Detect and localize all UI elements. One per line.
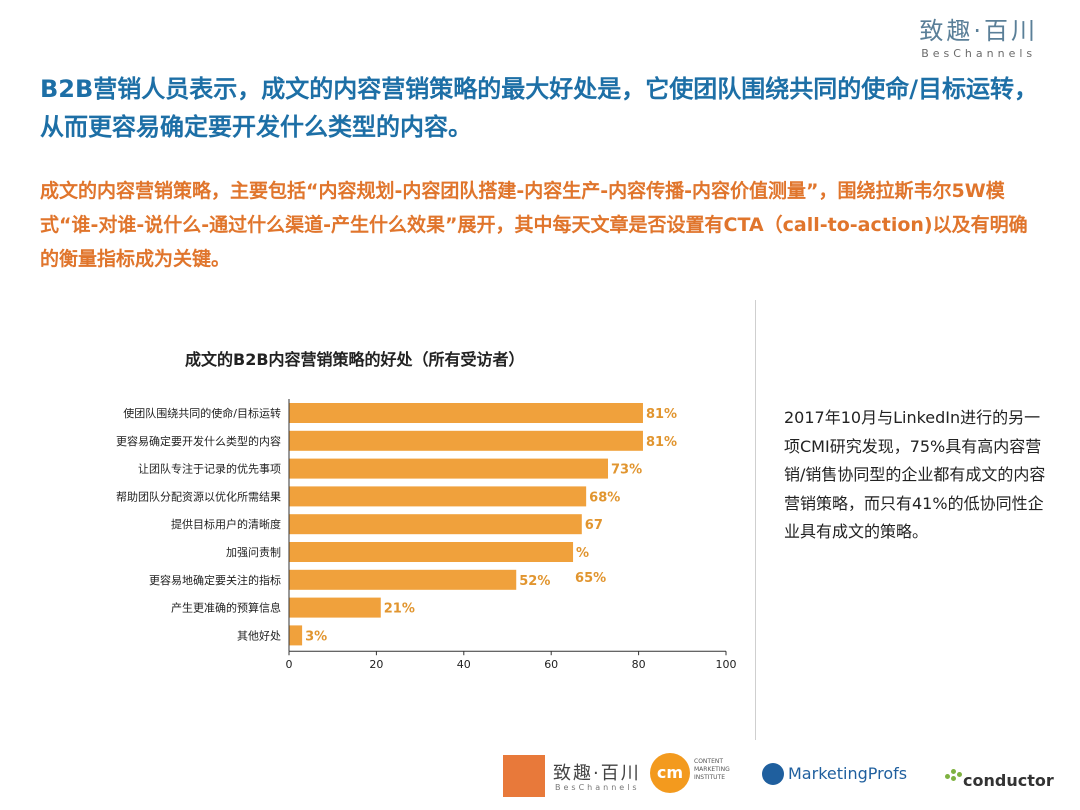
category-label: 产生更准确的预算信息	[171, 601, 281, 615]
category-label: 提供目标用户的清晰度	[171, 517, 281, 531]
bar-chart: 使团队围绕共同的使命/目标运转 81% 更容易确定要开发什么类型的内容 81% 让团队专…	[116, 399, 737, 670]
category-label: 帮助团队分配资源以优化所需结果	[116, 489, 281, 503]
globe-icon	[762, 763, 784, 785]
cmi-text-line: MARKETING	[694, 766, 730, 773]
category-label: 更容易地确定要关注的指标	[149, 573, 281, 587]
brand-name-cn: 致趣·百川	[919, 17, 1038, 45]
bar	[289, 569, 517, 590]
brand-logo-top: 致趣·百川 BesChannels	[919, 16, 1038, 62]
vertical-divider	[755, 300, 756, 740]
x-tick-label: 80	[632, 658, 646, 670]
category-label: 让团队专注于记录的优先事项	[138, 462, 281, 476]
cmi-text-line: CONTENT	[694, 758, 724, 765]
category-label: 加强问责制	[226, 546, 281, 559]
data-label: 67	[585, 518, 603, 533]
data-label: %	[576, 546, 589, 561]
conductor-text: conductor	[963, 771, 1054, 790]
chart-title: 成文的B2B内容营销策略的好处（所有受访者）	[185, 350, 525, 369]
x-tick-label: 60	[544, 658, 558, 670]
category-label: 其他好处	[237, 628, 281, 642]
bar	[289, 625, 303, 646]
x-tick-label: 100	[716, 658, 737, 670]
cmi-text-line: INSTITUTE	[694, 774, 726, 781]
beschannels-logo-cn: 致趣·百川	[553, 763, 641, 784]
subline: 成文的内容营销策略，主要包括“内容规划-内容团队搭建-内容生产-内容传播-内容价…	[40, 180, 1028, 270]
x-tick-label: 0	[286, 658, 293, 670]
x-tick-label: 40	[457, 658, 471, 670]
beschannels-logo-en: BesChannels	[555, 783, 640, 792]
data-label: 81%	[646, 435, 677, 450]
headline: B2B营销人员表示，成文的内容营销策略的最大好处是，它使团队围绕共同的使命/目标…	[40, 75, 1039, 141]
category-label: 使团队围绕共同的使命/目标运转	[123, 406, 281, 420]
data-label: 3%	[305, 629, 327, 644]
marketingprofs-text: MarketingProfs	[788, 764, 908, 783]
bar	[289, 542, 574, 562]
data-label: 21%	[384, 602, 415, 617]
conductor-dots-icon	[945, 769, 963, 783]
annotation-label: 65%	[575, 571, 606, 586]
data-label: 52%	[519, 574, 550, 589]
data-label: 68%	[589, 490, 620, 505]
bar	[289, 597, 381, 618]
x-tick-label: 20	[369, 658, 383, 670]
category-label: 更容易确定要开发什么类型的内容	[116, 434, 281, 448]
bar	[289, 403, 643, 423]
bar	[289, 514, 582, 535]
cmi-mark-icon: cm	[650, 753, 690, 793]
brand-name-en: BesChannels	[921, 47, 1037, 60]
side-note: 2017年10月与LinkedIn进行的另一项CMI研究发现，75%具有高内容营…	[784, 408, 1046, 541]
bar	[289, 458, 609, 479]
data-label: 81%	[646, 407, 677, 422]
bar	[289, 430, 643, 451]
data-label: 73%	[611, 463, 642, 478]
cmi-logo-text: CONTENT MARKETING INSTITUTE	[694, 758, 730, 782]
bar	[289, 486, 587, 507]
footer-logos: 致趣·百川 BesChannels cm CONTENT MARKETING I…	[0, 745, 1080, 805]
beschannels-mark-icon	[503, 755, 545, 797]
